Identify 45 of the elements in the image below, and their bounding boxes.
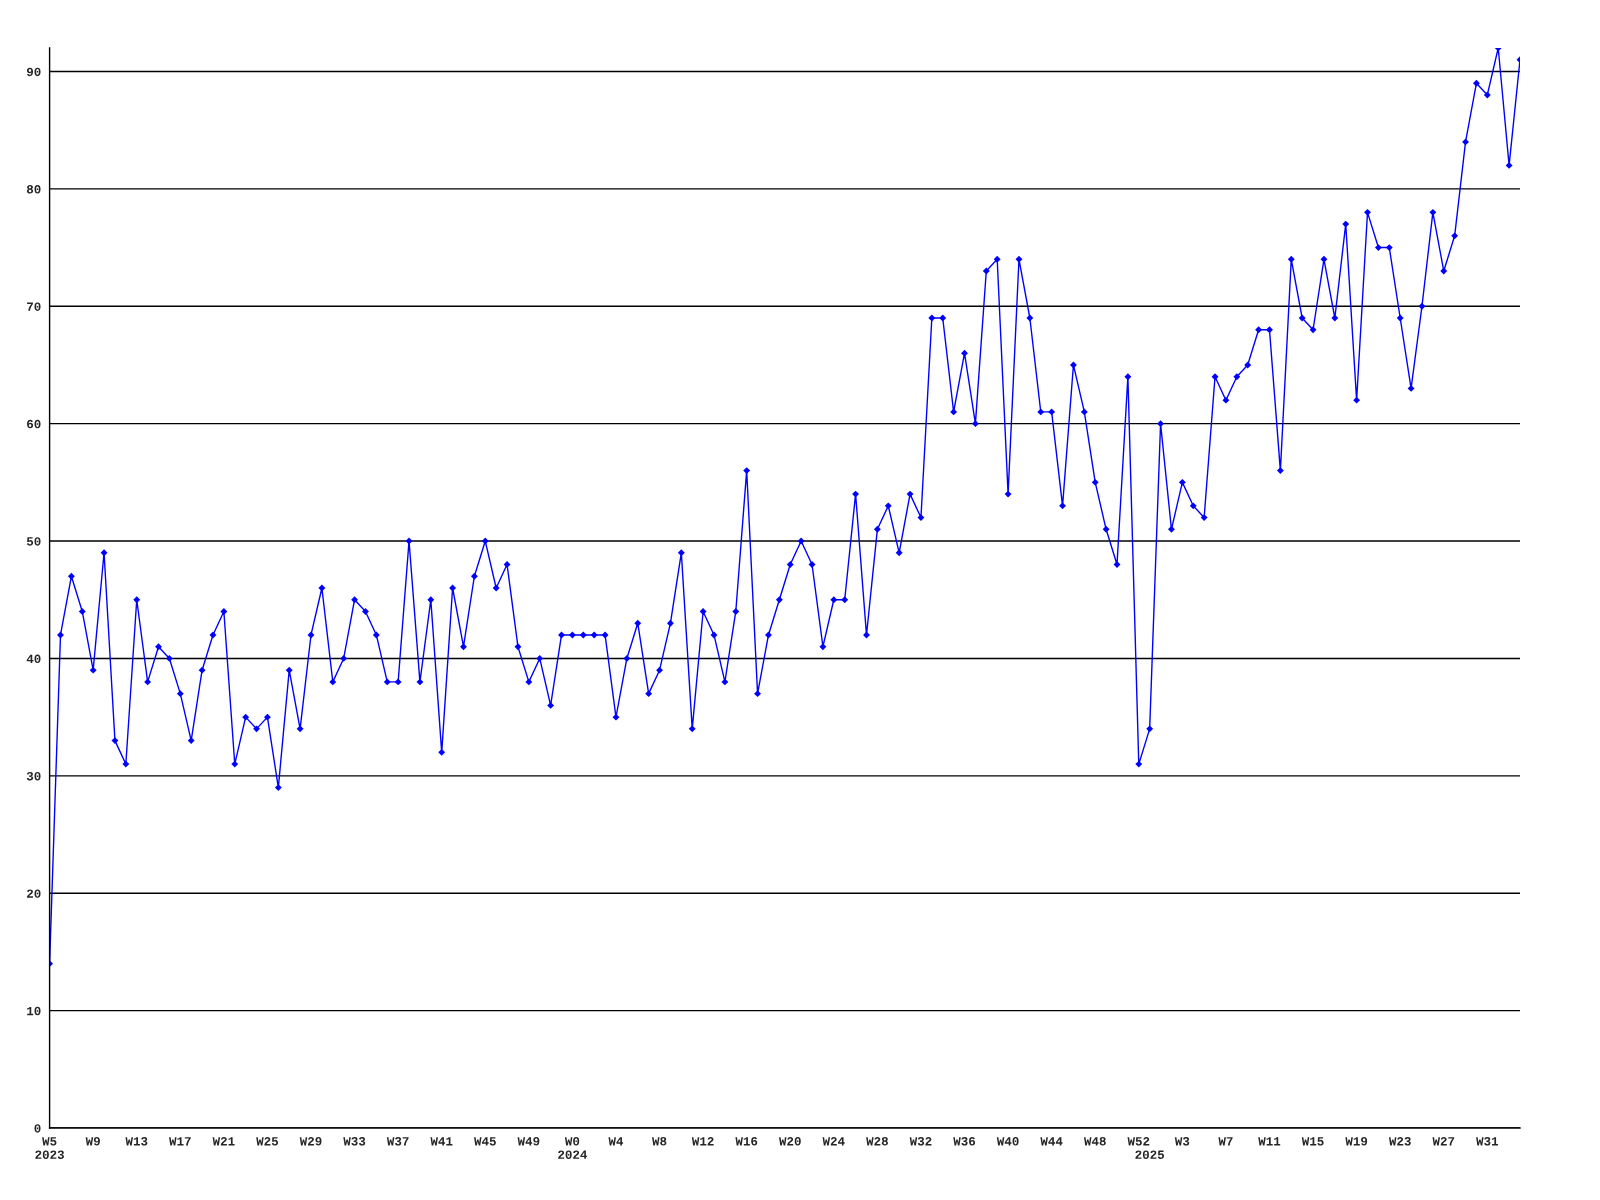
x-tick-label: W16 [735, 1137, 758, 1146]
x-tick-label: W13 [125, 1137, 148, 1146]
y-tick-label: 70 [27, 302, 41, 311]
x-tick-label: W24 [822, 1137, 845, 1146]
x-tick-label: W20 [778, 1137, 801, 1146]
x-tick-label: W15 [1301, 1137, 1324, 1146]
x-tick-label: W37 [386, 1137, 409, 1146]
x-tick-label: W12 [691, 1137, 714, 1146]
y-tick-label: 40 [26, 654, 41, 664]
y-tick-label: 90 [26, 67, 41, 77]
x-tick-label: W8 [652, 1137, 667, 1146]
x-tick-label: W33 [343, 1137, 366, 1146]
x-tick-label: W21 [212, 1137, 235, 1146]
x-tick-label: W7 [1218, 1137, 1233, 1146]
x-tick-label: W4 [608, 1137, 624, 1146]
x-tick-label: W32 [909, 1137, 932, 1146]
x-tick-label: W36 [953, 1137, 976, 1146]
x-tick-label: W49 [517, 1137, 540, 1146]
x-tick-label: W19 [1345, 1137, 1368, 1146]
x-tick-label: W31 [1476, 1137, 1499, 1146]
x-tick-label: 2025 [1135, 1150, 1165, 1159]
y-tick-label: 30 [26, 771, 41, 781]
x-tick-label: W11 [1258, 1137, 1281, 1146]
y-tick-label: 10 [27, 1006, 41, 1016]
x-tick-label: W5 2023 [35, 1137, 64, 1159]
y-tick-label: 60 [27, 419, 41, 429]
x-tick-label: W27 [1432, 1137, 1455, 1146]
x-tick-label: W23 [1388, 1137, 1411, 1146]
x-tick-label: W45 [474, 1137, 496, 1146]
x-tick-label: W3 [1174, 1137, 1190, 1146]
x-tick-label: W9 [85, 1137, 100, 1146]
y-tick-label: 0 [34, 1124, 41, 1133]
x-tick-label: W44 [1040, 1137, 1063, 1146]
y-tick-label: 20 [27, 889, 41, 898]
x-tick-label: W40 [996, 1137, 1019, 1146]
x-tick-label: W17 [169, 1137, 191, 1146]
x-tick-label: W48 [1083, 1137, 1106, 1146]
x-tick-label: W29 [299, 1137, 322, 1146]
x-tick-label: W25 [256, 1137, 279, 1146]
x-tick-label: W41 [430, 1137, 453, 1146]
y-tick-label: 80 [26, 185, 41, 194]
x-tick-label: W52 [1127, 1137, 1150, 1146]
y-tick-label: 50 [26, 537, 41, 546]
x-tick-label: W0 2024 [558, 1137, 588, 1159]
x-tick-label: W28 [866, 1137, 888, 1146]
